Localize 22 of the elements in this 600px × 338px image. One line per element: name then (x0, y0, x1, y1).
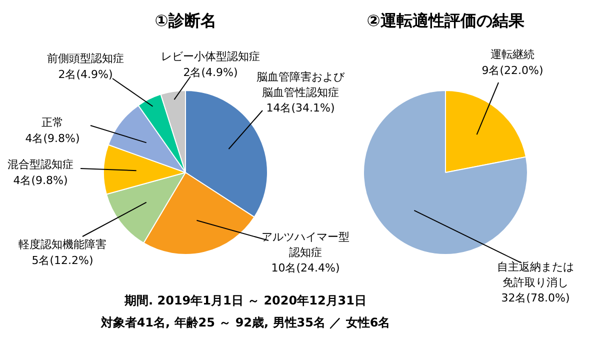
text: 期間. 2019年1月1日 ～ 2020年12月31日 (124, 294, 367, 308)
data-label: 32名(78.0%) (501, 292, 570, 305)
slice-label: 脳血管障害および脳血管性認知症 (256, 70, 346, 99)
slice-label: 自主返納または免許取り消し (497, 260, 574, 289)
text: 対象者41名, 年齢25 ～ 92歳, 男性35名 ／ 女性6名 (100, 316, 390, 330)
data-label: 5名(12.2%) (32, 254, 94, 267)
slice-label: レビー小体型認知症 (161, 50, 260, 64)
data-label: 10名(24.4%) (271, 262, 340, 275)
slice-label: 正常 (42, 116, 64, 130)
slice-label: 運転継続 (490, 48, 534, 62)
chart-title: ②運転適性評価の結果 (366, 11, 526, 30)
slice-label: アルツハイマー型認知症 (262, 230, 350, 259)
data-label: 14名(34.1%) (266, 102, 335, 115)
data-label: 9名(22.0%) (482, 64, 544, 77)
data-label: 2名(4.9%) (58, 68, 113, 81)
data-label: 4名(9.8%) (13, 174, 68, 187)
slice-label: 軽度認知機能障害 (18, 238, 106, 252)
data-label: 4名(9.8%) (25, 132, 80, 145)
chart-title: ①診断名 (154, 11, 216, 30)
slice-label: 前側頭型認知症 (47, 52, 124, 66)
slice-label: 混合型認知症 (8, 158, 74, 172)
data-label: 2名(4.9%) (183, 66, 238, 79)
